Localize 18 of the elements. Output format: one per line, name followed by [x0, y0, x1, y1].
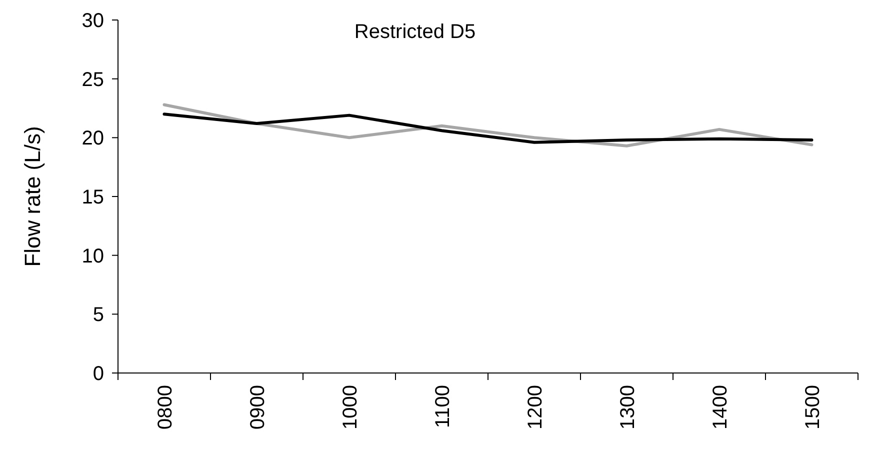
y-tick-label: 30 [82, 10, 104, 32]
y-tick-label: 20 [82, 128, 104, 150]
chart-title: Restricted D5 [354, 21, 476, 43]
x-tick-label: 1300 [616, 385, 639, 430]
y-tick-label: 10 [82, 245, 104, 268]
line-series [162, 112, 814, 144]
x-tick-label: 1500 [802, 385, 824, 430]
x-tick-label: 1100 [432, 385, 454, 428]
y-tick-label: 5 [92, 304, 104, 326]
x-tick-label: 0900 [246, 385, 269, 430]
x-tick-label: 0800 [154, 385, 176, 430]
y-tick-label: 25 [82, 68, 104, 91]
y-tick-label: 15 [82, 186, 104, 208]
y-tick-label: 0 [92, 363, 104, 385]
x-tick-label: 1400 [709, 385, 732, 430]
y-axis-title: Flow rate (L/s) [20, 126, 45, 267]
x-tick-label: 1200 [524, 385, 546, 430]
x-tick-label: 1000 [339, 385, 362, 430]
